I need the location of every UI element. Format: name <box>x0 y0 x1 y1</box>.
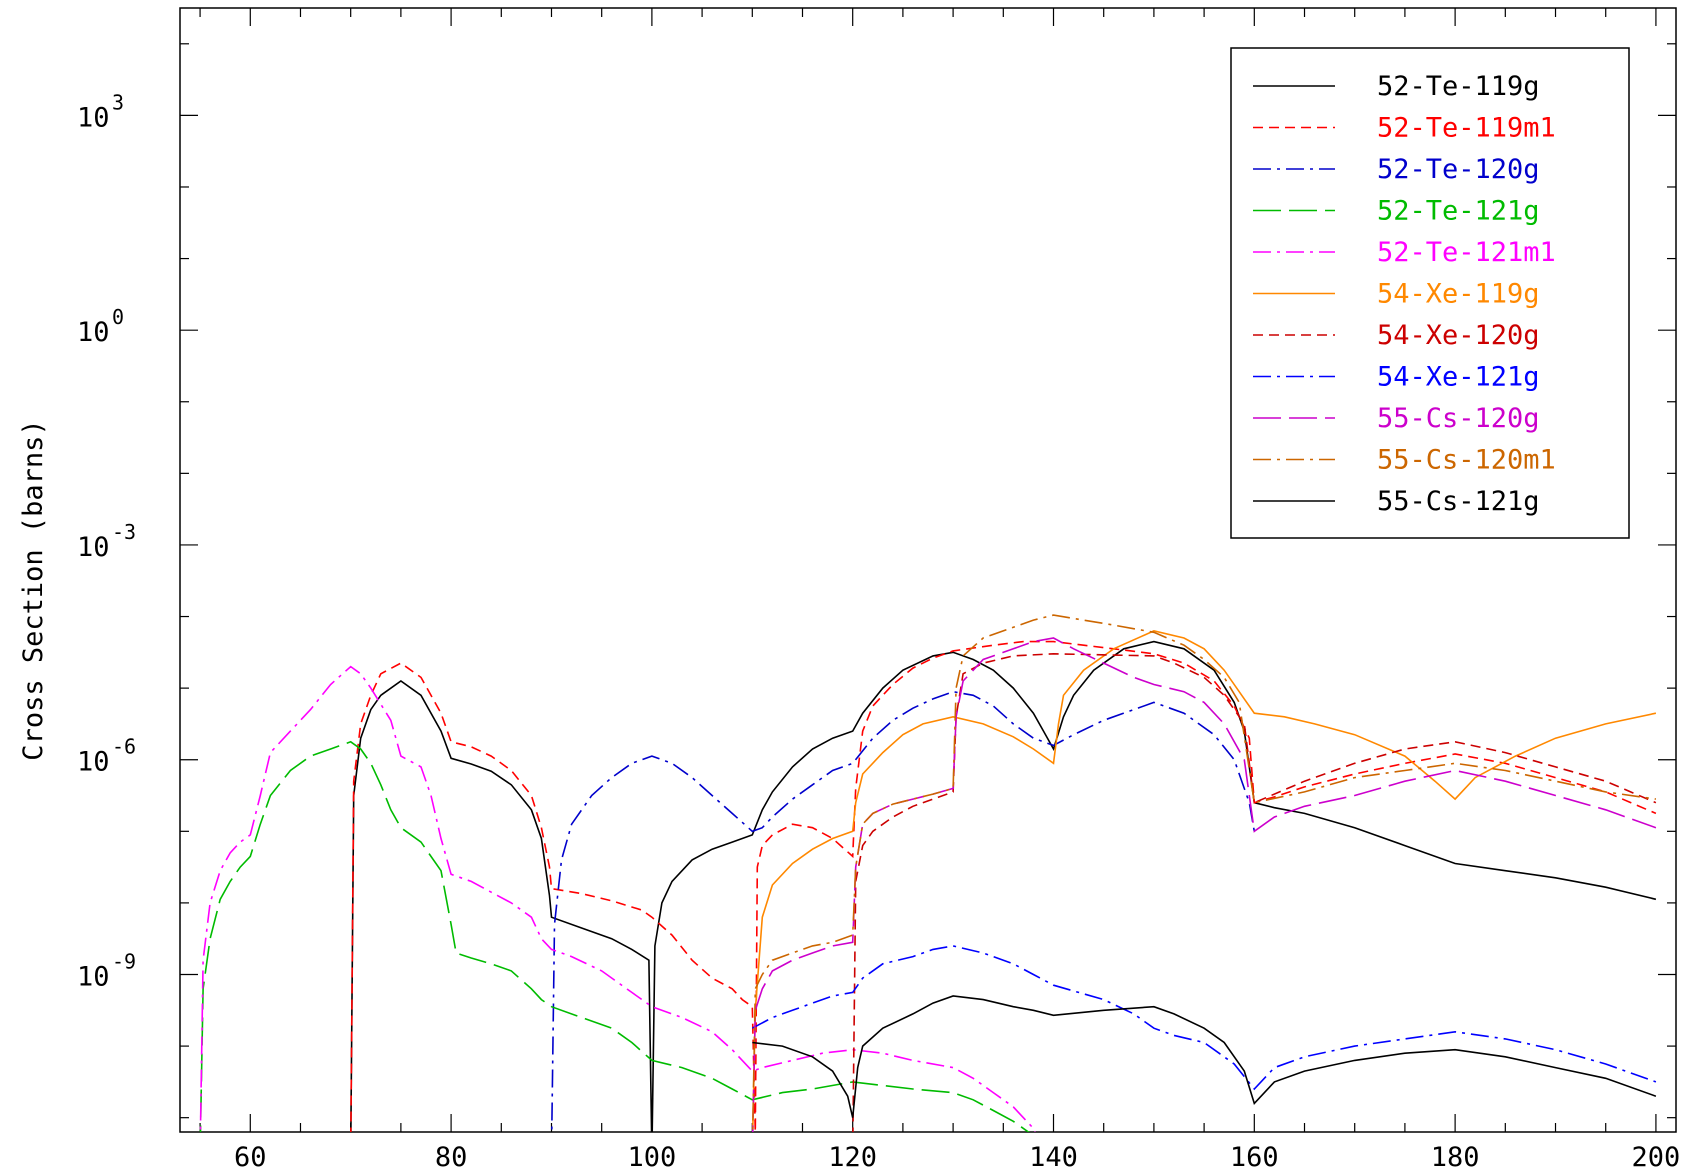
legend-entry-55-Cs-121g: 55-Cs-121g <box>1253 486 1540 517</box>
legend-label: 52-Te-121g <box>1377 196 1540 227</box>
y-axis-label: Cross Section (barns) <box>18 419 49 760</box>
svg-text:10: 10 <box>77 961 110 992</box>
series-line-52-Te-119m1 <box>350 640 1657 1132</box>
legend-entry-54-Xe-120g: 54-Xe-120g <box>1253 320 1540 351</box>
legend-entry-52-Te-120g: 52-Te-120g <box>1253 154 1540 185</box>
x-tick-label: 80 <box>435 1142 468 1173</box>
y-tick-label: 10 3 <box>77 90 124 133</box>
y-tick-label: 10 -9 <box>77 949 136 992</box>
svg-text:10: 10 <box>77 102 110 133</box>
svg-text:-6: -6 <box>112 735 136 759</box>
svg-text:10: 10 <box>77 747 110 778</box>
legend-label: 52-Te-119m1 <box>1377 113 1556 144</box>
legend-entry-52-Te-119g: 52-Te-119g <box>1253 71 1540 102</box>
legend-label: 54-Xe-119g <box>1377 279 1540 310</box>
series-line-55-Cs-120g <box>751 637 1657 1132</box>
y-tick-label: 10 -3 <box>77 520 136 563</box>
series-line-55-Cs-120m1 <box>751 614 1657 1132</box>
x-tick-label: 200 <box>1632 1142 1681 1173</box>
svg-text:10: 10 <box>77 532 110 563</box>
series-line-54-Xe-121g <box>751 945 1657 1091</box>
x-tick-label: 180 <box>1431 1142 1480 1173</box>
legend-entry-52-Te-121m1: 52-Te-121m1 <box>1253 237 1556 268</box>
y-tick-label: 10 0 <box>77 305 124 348</box>
legend-entry-54-Xe-121g: 54-Xe-121g <box>1253 362 1540 393</box>
series-line-54-Xe-119g <box>751 630 1657 1132</box>
legend-label: 52-Te-120g <box>1377 154 1540 185</box>
series-line-52-Te-119g <box>350 640 1657 1132</box>
legend-entry-52-Te-119m1: 52-Te-119m1 <box>1253 113 1556 144</box>
legend-label: 55-Cs-121g <box>1377 486 1540 517</box>
series-line-52-Te-121m1 <box>199 665 1036 1132</box>
legend-label: 54-Xe-120g <box>1377 320 1540 351</box>
legend-label: 55-Cs-120m1 <box>1377 445 1556 476</box>
x-tick-label: 100 <box>628 1142 677 1173</box>
legend-label: 55-Cs-120g <box>1377 403 1540 434</box>
svg-text:10: 10 <box>77 317 110 348</box>
legend-entry-55-Cs-120m1: 55-Cs-120m1 <box>1253 445 1556 476</box>
series-line-52-Te-120g <box>550 690 1256 1132</box>
svg-text:3: 3 <box>112 90 124 114</box>
x-tick-label: 60 <box>234 1142 267 1173</box>
legend-label: 52-Te-119g <box>1377 71 1540 102</box>
legend-label: 52-Te-121m1 <box>1377 237 1556 268</box>
legend: 52-Te-119g 52-Te-119m1 52-Te-120g 52-Te-121… <box>1230 47 1630 539</box>
svg-text:-9: -9 <box>112 949 136 973</box>
series-line-55-Cs-121g <box>752 995 1657 1118</box>
legend-entry-55-Cs-120g: 55-Cs-120g <box>1253 403 1540 434</box>
series-line-52-Te-121g <box>199 740 1030 1132</box>
series-line-54-Xe-120g <box>852 652 1657 1132</box>
x-tick-label: 160 <box>1230 1142 1279 1173</box>
axis-ticks <box>180 8 1676 1132</box>
legend-entry-54-Xe-119g: 54-Xe-119g <box>1253 279 1540 310</box>
svg-text:-3: -3 <box>112 520 136 544</box>
plot-frame <box>179 7 1677 1133</box>
legend-label: 54-Xe-121g <box>1377 362 1540 393</box>
y-tick-label: 10 -6 <box>77 735 136 778</box>
svg-text:0: 0 <box>112 305 124 329</box>
x-tick-label: 120 <box>828 1142 877 1173</box>
x-tick-labels: 60 80 100 120 140 160 180 200 <box>234 1142 1680 1173</box>
series-lines <box>199 614 1657 1132</box>
legend-entry-52-Te-121g: 52-Te-121g <box>1253 196 1540 227</box>
x-tick-label: 140 <box>1029 1142 1078 1173</box>
